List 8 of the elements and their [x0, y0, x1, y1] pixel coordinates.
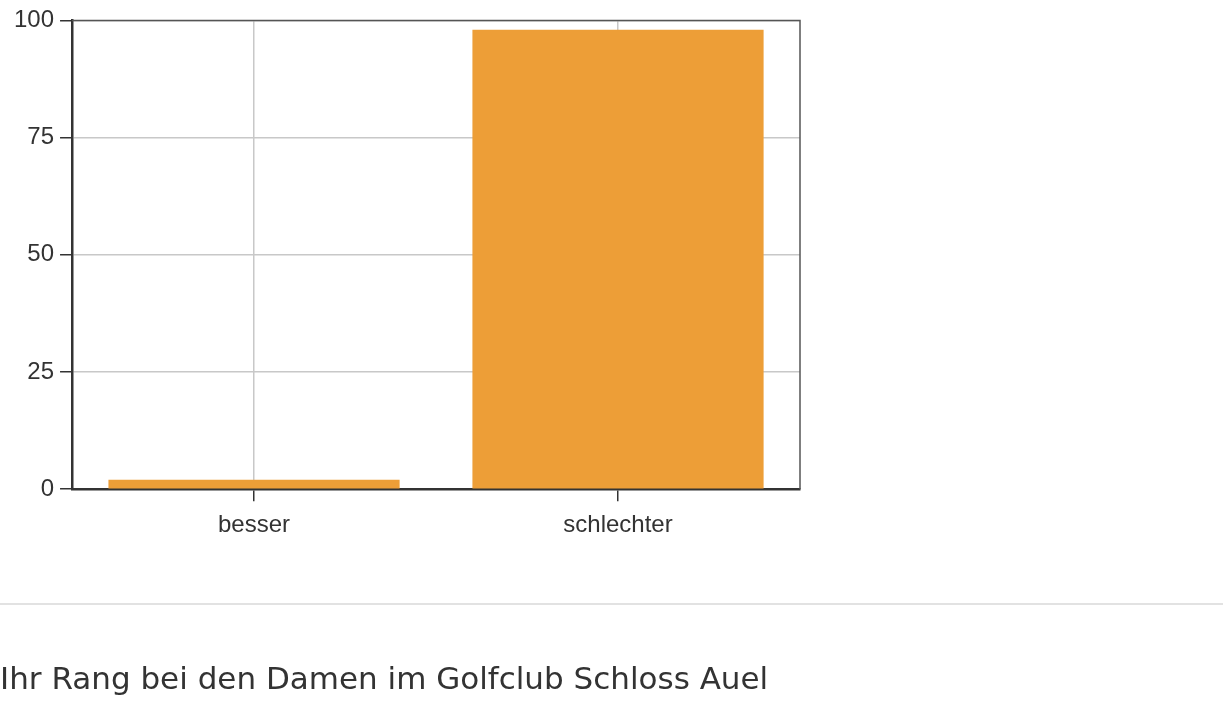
y-tick-label: 100 — [14, 5, 55, 33]
y-tick-label: 25 — [27, 356, 55, 384]
x-tick-label: besser — [218, 510, 291, 538]
text: Ihr Rang bei den Damen im Golfclub Schloss Auel — [0, 660, 770, 696]
x-tick-label: schlechter — [563, 510, 673, 538]
y-tick-label: 50 — [27, 239, 55, 267]
y-tick-label: 0 — [40, 473, 55, 501]
y-tick-label: 75 — [27, 122, 55, 150]
